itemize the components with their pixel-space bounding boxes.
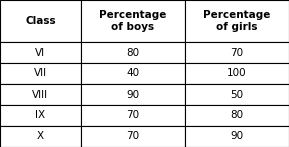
- Bar: [185, 63, 289, 84]
- Bar: [185, 42, 289, 63]
- Text: 70: 70: [126, 111, 140, 121]
- Text: RD Sharma: RD Sharma: [27, 24, 146, 93]
- Bar: [185, 0, 289, 42]
- Text: 90: 90: [126, 90, 140, 100]
- Bar: [0, 126, 81, 147]
- Text: Percentage
of boys: Percentage of boys: [99, 10, 167, 32]
- Text: 50: 50: [230, 90, 244, 100]
- Bar: [185, 105, 289, 126]
- Text: 100: 100: [227, 69, 247, 78]
- Bar: [185, 126, 289, 147]
- Text: IX: IX: [35, 111, 46, 121]
- Text: 70: 70: [126, 132, 140, 142]
- Text: Percentage
of girls: Percentage of girls: [203, 10, 271, 32]
- Bar: [0, 0, 81, 42]
- Text: 90: 90: [230, 132, 244, 142]
- Text: 40: 40: [126, 69, 140, 78]
- Bar: [81, 105, 185, 126]
- Bar: [0, 63, 81, 84]
- Text: 80: 80: [230, 111, 244, 121]
- Text: 70: 70: [230, 47, 244, 57]
- Bar: [81, 42, 185, 63]
- Text: X: X: [37, 132, 44, 142]
- Text: Class: Class: [25, 16, 56, 26]
- Bar: [0, 105, 81, 126]
- Text: VIII: VIII: [32, 90, 49, 100]
- Bar: [81, 84, 185, 105]
- Text: VI: VI: [35, 47, 46, 57]
- Text: 80: 80: [126, 47, 140, 57]
- Bar: [81, 63, 185, 84]
- Bar: [81, 0, 185, 42]
- Text: VII: VII: [34, 69, 47, 78]
- Bar: [0, 42, 81, 63]
- Bar: [81, 126, 185, 147]
- Bar: [0, 84, 81, 105]
- Bar: [185, 84, 289, 105]
